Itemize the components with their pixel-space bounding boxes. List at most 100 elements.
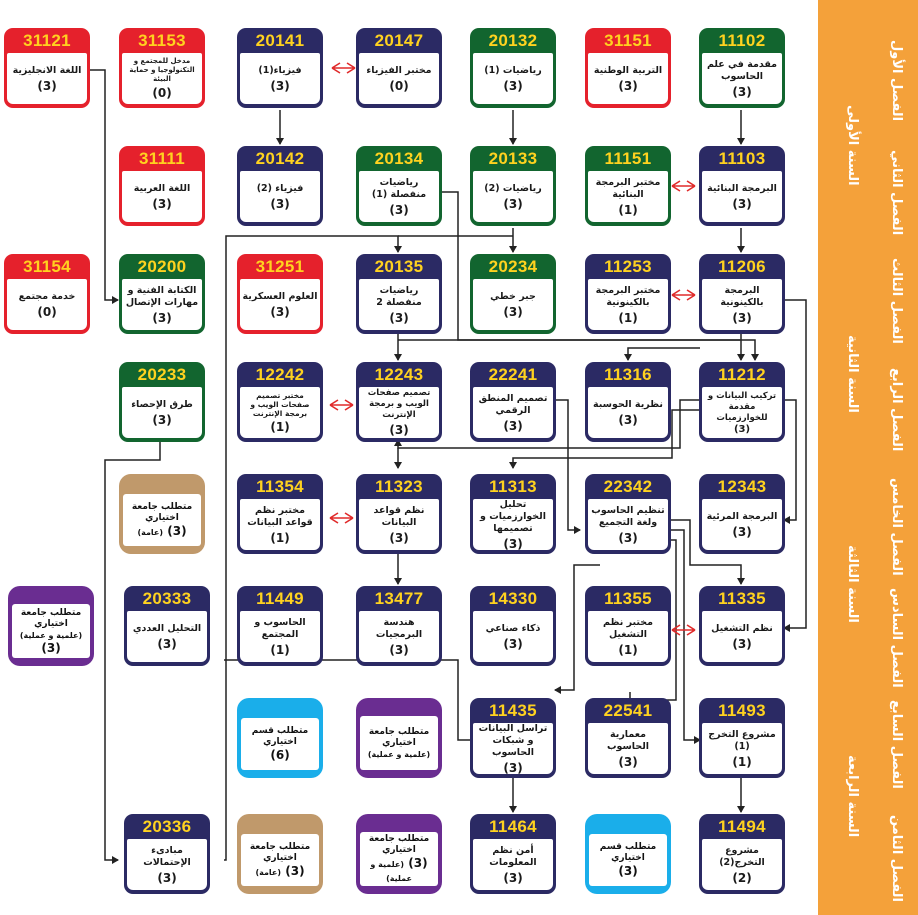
course-credits: (1): [270, 530, 290, 545]
course-credits: (3): [389, 202, 409, 217]
course-name: مختبر الفيزياء: [366, 64, 432, 76]
year-2-label: السنة الثانية: [845, 335, 860, 413]
course-code: 14330: [488, 589, 538, 608]
course-credits: (3): [270, 78, 290, 93]
course-code: 22342: [603, 477, 653, 496]
course-code: 20134: [374, 149, 424, 168]
course-credits: (3): [157, 636, 177, 651]
course-code: 11151: [604, 149, 652, 168]
course-code: 11212: [718, 365, 766, 384]
course-credits: (0): [389, 78, 409, 93]
edge-22241-22342: [556, 399, 581, 534]
year-4-label: السنة الرابعة: [845, 755, 860, 838]
elective-university-general-s5: متطلب جامعة اختياري (3) (عامة): [119, 474, 205, 554]
course-name: تصميم المنطق الرقمي: [478, 392, 548, 416]
course-name: طرق الإحصاء: [131, 398, 193, 410]
course-11449: 11449 الحاسوب و المجتمع (1): [237, 586, 323, 666]
elective-type: (علمية و عملية): [19, 630, 83, 640]
course-credits: (3): [152, 412, 172, 427]
course-22342: 22342 تنظيم الحاسوب ولغة التجميع (3): [585, 474, 671, 554]
course-credits: (3): [618, 412, 638, 427]
elective-credits: (6): [270, 748, 290, 762]
semester-4-label: الفصل الرابع: [889, 368, 904, 452]
course-20336: 20336 مبادىء الإحتمالات (3): [124, 814, 210, 894]
course-credits: (3): [733, 423, 751, 435]
course-name: مختبر نظم قواعد البيانات: [247, 504, 313, 528]
course-31153: 31153 مدخل للمجتمع و التكنولوجيا و حماية…: [119, 28, 205, 108]
course-code: 12343: [717, 477, 767, 496]
course-credits: (1): [270, 420, 290, 434]
course-11212: 11212 تركيب البيانات و مقدمة للخوارزميات…: [699, 362, 785, 442]
course-credits: (3): [389, 423, 409, 437]
course-name: البرمجة بالكينونية: [720, 284, 764, 308]
semester-6-label: الفصل السادس: [889, 588, 904, 688]
edge-31121-20200: [90, 69, 119, 304]
course-credits: (3): [270, 304, 290, 319]
semester-sidebar: الفصل الأول الفصل الثاني الفصل الثالث ال…: [818, 0, 918, 915]
course-20147: 20147 مختبر الفيزياء (0): [356, 28, 442, 108]
course-credits: (3): [503, 636, 523, 651]
course-name: تراسل البيانات و شبكات الحاسوب: [478, 722, 548, 758]
elective-credits: (3) (عامة): [137, 524, 186, 538]
course-31154: 31154 خدمة مجتمع (0): [4, 254, 90, 334]
course-code: 11355: [604, 589, 652, 608]
elective-credits-value: (3): [408, 856, 428, 870]
course-credits: (1): [270, 642, 290, 657]
course-credits: (3): [503, 760, 523, 775]
course-code: 20135: [374, 257, 424, 276]
elective-name: متطلب جامعة اختياري: [20, 607, 82, 629]
elective-type: (عامة): [255, 868, 282, 877]
coreq-11151-11103: [671, 180, 696, 192]
course-name: البرمجة البنائية: [707, 182, 777, 194]
course-code: 22241: [488, 365, 538, 384]
course-name: فيزياء(1): [258, 64, 302, 76]
course-credits: (3): [37, 78, 57, 93]
course-11103: 11103 البرمجة البنائية (3): [699, 146, 785, 226]
elective-name: متطلب جامعة اختياري: [249, 842, 311, 863]
course-code: 11253: [604, 257, 652, 276]
course-credits: (3): [503, 304, 523, 319]
course-code: 20147: [374, 31, 424, 50]
course-name: التربية الوطنية: [593, 64, 663, 76]
course-11494: 11494 مشروع التخرج(2) (2): [699, 814, 785, 894]
course-22241: 22241 تصميم المنطق الرقمي (3): [470, 362, 556, 442]
course-credits: (1): [618, 642, 638, 657]
coreq-20141-20147: [331, 62, 356, 74]
course-credits: (1): [732, 754, 752, 769]
course-name: نظرية الحوسبة: [593, 398, 663, 410]
course-code: 11464: [489, 817, 537, 836]
coreq-12242-12243: [329, 399, 354, 411]
course-name: العلوم العسكرية: [242, 290, 318, 302]
semester-3-label: الفصل الثالث: [889, 258, 904, 344]
course-code: 11494: [718, 817, 766, 836]
course-credits: (3): [389, 530, 409, 545]
course-code: 11206: [718, 257, 766, 276]
elective-university-scientific-s8: متطلب جامعة اختياري (3) (علمية و عملية): [356, 814, 442, 894]
course-code: 20336: [142, 817, 192, 836]
course-name: خدمة مجتمع: [18, 290, 76, 302]
course-credits: (3): [152, 310, 172, 325]
course-credits: (3): [503, 418, 523, 433]
course-code: 31151: [604, 31, 652, 50]
elective-name: متطلب جامعة اختياري: [368, 726, 430, 748]
course-20142: 20142 فيزياء (2) (3): [237, 146, 323, 226]
course-11323: 11323 نظم قواعد البيانات (3): [356, 474, 442, 554]
course-20141: 20141 فيزياء(1) (3): [237, 28, 323, 108]
course-20134: 20134 رياضيات منفصلة (1) (3): [356, 146, 442, 226]
elective-name: متطلب جامعة اختياري: [131, 502, 193, 523]
course-12343: 12343 البرمجة المرئية (3): [699, 474, 785, 554]
course-name: نظم قواعد البيانات: [373, 504, 425, 528]
course-credits: (3): [732, 196, 752, 211]
course-credits: (3): [618, 530, 638, 545]
elective-name: متطلب جامعة اختياري: [368, 834, 430, 855]
course-name: هندسة البرمجيات: [375, 616, 423, 640]
course-code: 11323: [375, 477, 423, 496]
course-code: 12243: [374, 365, 424, 384]
course-11253: 11253 مختبر البرمجة بالكينونية (1): [585, 254, 671, 334]
edge-22342-11493: [670, 529, 701, 744]
edge-11206-12343-b: [783, 299, 807, 632]
course-name: تحليل الخوارزميات و تصميمها: [480, 498, 546, 534]
course-code: 22541: [603, 701, 653, 720]
course-name: رياضيات منفصلة (1): [371, 176, 427, 200]
